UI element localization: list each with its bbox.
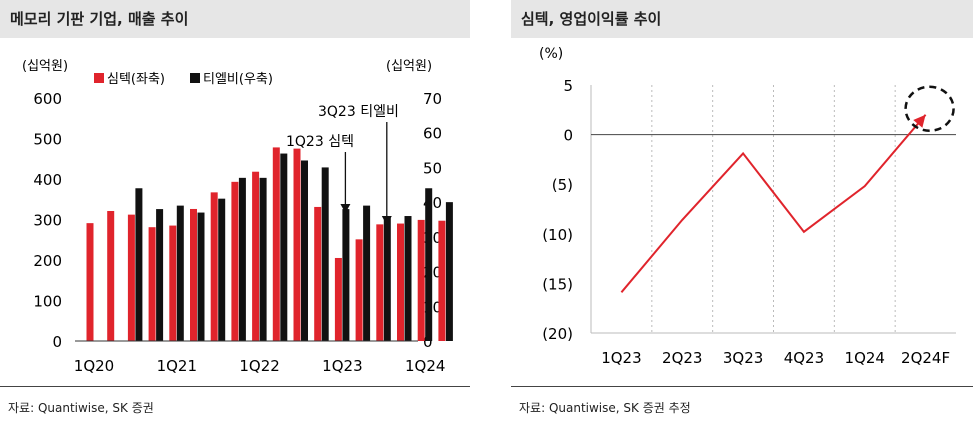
right-axis-unit: (십억원) xyxy=(386,59,432,74)
y-tick-label: (15) xyxy=(542,275,573,293)
x-tick-label: 2Q23 xyxy=(662,349,702,367)
bar-simtech xyxy=(190,208,197,341)
x-tick-label: 3Q23 xyxy=(723,349,763,367)
right-y-tick-label: 60 xyxy=(423,125,442,143)
left-axis-unit: (십억원) xyxy=(22,59,68,74)
bar-tlb xyxy=(135,188,143,341)
op-margin-line xyxy=(620,114,927,293)
bar-simtech xyxy=(314,206,322,341)
left-y-tick-label: 200 xyxy=(33,252,62,270)
x-tick-label: 1Q24 xyxy=(845,349,885,367)
left-y-tick-label: 500 xyxy=(33,131,62,149)
legend-swatch-simtech xyxy=(94,73,104,83)
bar-tlb xyxy=(301,160,308,341)
y-tick-label: (10) xyxy=(542,226,573,244)
op-margin-line-chart: (%)5 0 (5) (10) (15) (20) 1Q23 2Q23 3Q23 4Q23 1Q24… xyxy=(539,46,956,367)
legend-label-simtech: 심텍(좌축) xyxy=(107,72,165,87)
legend-swatch-tlb xyxy=(190,73,200,83)
bar-simtech xyxy=(397,223,404,341)
bar-simtech xyxy=(417,219,425,341)
bar-simtech xyxy=(272,147,280,341)
x-tick-label: 2Q24F xyxy=(901,349,950,367)
annotation-1q23-simtech: 1Q23 심텍 xyxy=(286,134,354,150)
bar-simtech xyxy=(86,223,94,341)
x-tick-label: 1Q24 xyxy=(405,357,445,375)
left-y-tick-label: 300 xyxy=(33,212,62,230)
x-tick-label: 1Q21 xyxy=(157,357,197,375)
bar-simtech xyxy=(231,181,239,341)
left-y-tick-label: 600 xyxy=(33,90,62,108)
legend-label-tlb: 티엘비(우축) xyxy=(203,72,273,87)
right-y-tick-label: 0 xyxy=(423,333,433,351)
y-axis-unit: (%) xyxy=(539,46,563,62)
left-y-tick-label: 100 xyxy=(33,293,62,311)
revenue-bar-chart: (십억원) (십억원)심텍(좌축) 티엘비(우축)60050040030020010… xyxy=(22,59,453,375)
bar-tlb xyxy=(197,212,205,341)
bar-tlb xyxy=(238,177,246,341)
annotation-3q23-tlb: 3Q23 티엘비 xyxy=(318,104,399,120)
line-arrowhead xyxy=(913,114,926,128)
bar-simtech xyxy=(107,210,115,341)
bar-simtech xyxy=(438,220,446,341)
left-y-tick-label: 0 xyxy=(52,333,62,351)
bar-tlb xyxy=(176,205,184,341)
right-bottom-rule xyxy=(511,386,973,387)
annotation-arrowhead-3q23 xyxy=(381,216,392,225)
left-chart-title: 메모리 기판 기업, 매출 추이 xyxy=(0,0,470,38)
right-chart-title: 심텍, 영업이익률 추이 xyxy=(511,0,973,38)
bar-tlb xyxy=(342,209,350,341)
y-tick-label: (20) xyxy=(542,325,573,343)
left-y-tick-label: 400 xyxy=(33,171,62,189)
x-tick-label: 1Q20 xyxy=(74,357,114,375)
bar-tlb xyxy=(425,188,433,341)
bar-tlb xyxy=(363,205,371,341)
right-source: 자료: Quantiwise, SK 증권 추정 xyxy=(519,401,691,415)
bar-simtech xyxy=(210,192,218,341)
left-source: 자료: Quantiwise, SK 증권 xyxy=(8,401,154,415)
bar-tlb xyxy=(404,216,412,341)
bar-simtech xyxy=(293,148,301,341)
bar-simtech xyxy=(376,224,384,341)
bar-tlb xyxy=(280,153,288,341)
annotation-arrowhead-1q23 xyxy=(340,204,351,213)
bar-simtech xyxy=(127,214,135,341)
bar-simtech xyxy=(355,239,363,341)
bar-simtech xyxy=(252,171,260,341)
y-tick-label: 5 xyxy=(563,77,573,95)
bar-tlb xyxy=(383,216,391,341)
right-y-tick-label: 50 xyxy=(423,159,442,177)
x-tick-label: 1Q23 xyxy=(601,349,641,367)
bar-tlb xyxy=(321,167,329,341)
y-tick-label: 0 xyxy=(563,127,573,145)
bar-tlb xyxy=(445,202,453,341)
x-tick-label: 1Q23 xyxy=(322,357,362,375)
x-tick-label: 1Q22 xyxy=(239,357,279,375)
bar-simtech xyxy=(334,257,342,341)
bar-simtech xyxy=(169,225,177,341)
forecast-highlight-circle xyxy=(904,85,955,133)
bar-tlb xyxy=(156,209,164,341)
bar-tlb xyxy=(259,177,267,341)
y-tick-label: (5) xyxy=(552,176,573,194)
right-y-tick-label: 70 xyxy=(423,90,442,108)
bar-simtech xyxy=(148,227,156,341)
left-bottom-rule xyxy=(0,386,470,387)
bar-tlb xyxy=(218,198,226,341)
x-tick-label: 4Q23 xyxy=(784,349,824,367)
